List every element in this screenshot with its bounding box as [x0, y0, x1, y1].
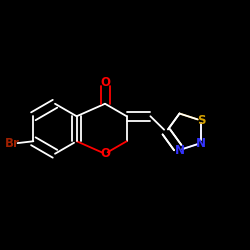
Text: N: N: [174, 144, 184, 156]
Text: N: N: [196, 136, 206, 149]
Text: S: S: [197, 114, 205, 127]
Text: O: O: [100, 76, 110, 89]
Text: Br: Br: [5, 137, 20, 150]
Text: O: O: [100, 147, 110, 160]
